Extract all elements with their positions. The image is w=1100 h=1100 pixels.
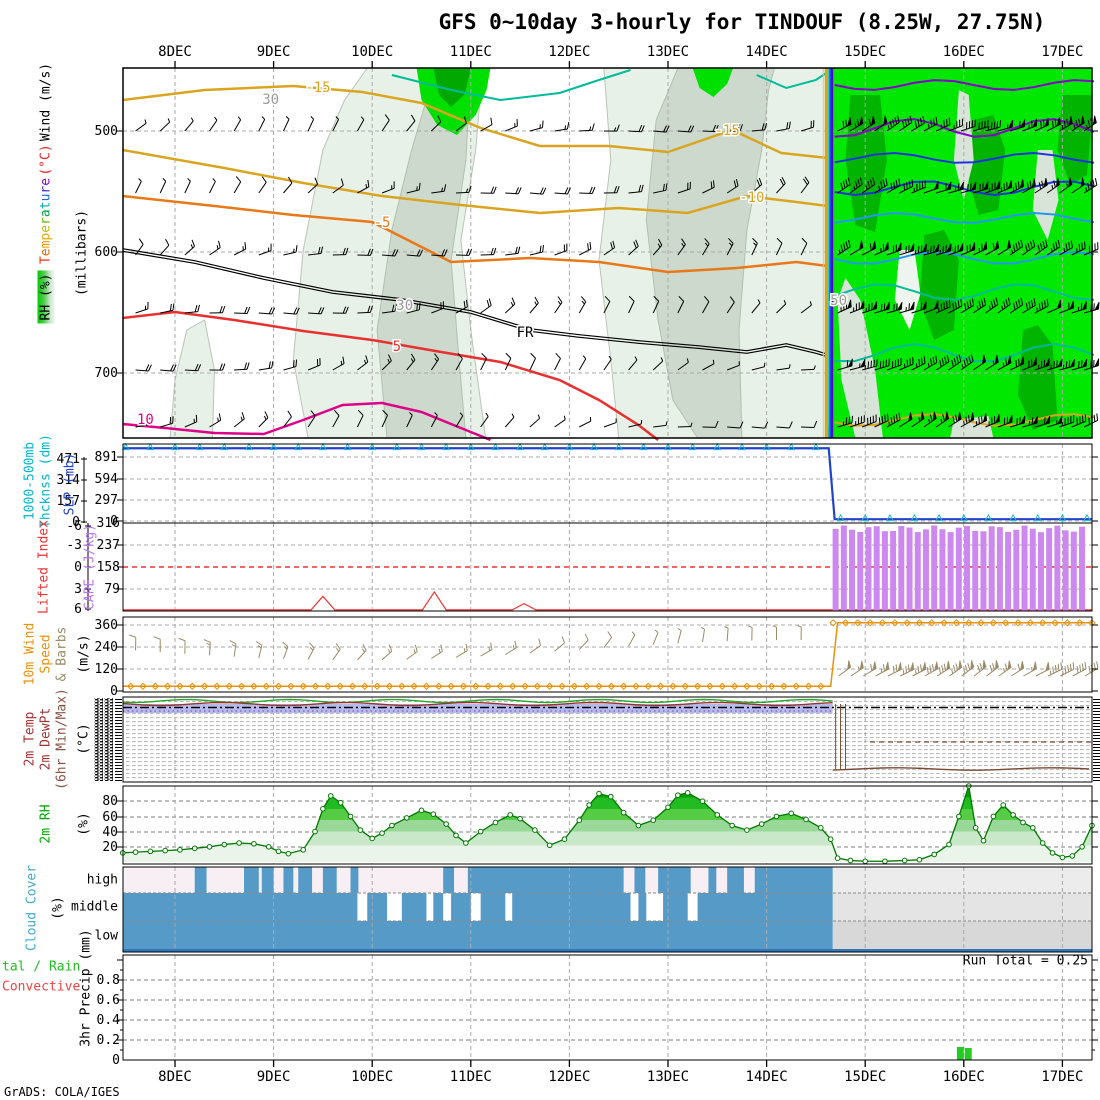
date-label: 15DEC [844,44,886,60]
tick-label: 60 [102,810,118,825]
tick-label: 0.2 [97,1033,120,1048]
tick-label: 240 [95,640,118,655]
date-label: 10DEC [351,44,393,60]
date-label: 13DEC [647,1069,689,1085]
tick-label: 316 [97,516,120,531]
date-label: 8DEC [158,44,192,60]
svg-text:5: 5 [393,339,401,355]
panel-li-cape [85,522,1098,612]
svg-text:-15: -15 [715,123,740,139]
svg-text:-15: -15 [305,80,330,96]
date-label: 12DEC [548,1069,590,1085]
date-label: 17DEC [1041,44,1083,60]
svg-text:10: 10 [137,412,154,428]
svg-text:50: 50 [830,293,847,309]
tick-label: 0 [72,515,80,530]
tick-label: 40 [102,825,118,840]
date-label: 14DEC [746,44,788,60]
date-label: 17DEC [1041,1069,1083,1085]
axis-tick-labels: 50060070089159429704713141570-6-30363162… [57,124,121,1068]
panel-precip [117,954,1098,1061]
date-axis-top: 8DEC 9DEC 10DEC 11DEC 12DEC 13DEC 14DEC 15DEC 16… [158,44,1083,68]
panel-slp [81,442,1098,524]
date-label: 11DEC [450,1069,492,1085]
date-label: 16DEC [943,1069,985,1085]
tick-label: 0.4 [97,1013,121,1028]
date-label: 12DEC [548,44,590,60]
tick-label: 500 [95,124,118,139]
date-label: 14DEC [746,1069,788,1085]
panel-wind10m [117,616,1099,693]
svg-text:30: 30 [396,298,413,314]
panel-upper-air: -15 -15 -10 -5 5 10 FR 30 30 50 [117,67,1100,442]
tick-label: 20 [102,840,118,855]
date-label: 8DEC [158,1069,192,1085]
tick-label: 600 [95,245,118,260]
panel-rh2m [117,783,1098,865]
tick-label: 594 [95,472,119,487]
date-label: 13DEC [647,44,689,60]
tick-label: 0.8 [97,973,120,988]
tick-label: 297 [95,493,118,508]
date-axis-bottom: 8DEC 9DEC 10DEC 11DEC 12DEC 13DEC 14DEC 15DEC 16… [158,1060,1083,1085]
tick-label: 158 [97,560,120,575]
date-label: 9DEC [257,1069,291,1085]
tick-label: 700 [95,366,118,381]
tick-label: 0 [112,1053,120,1068]
tick-label: 0 [110,514,118,529]
date-label: 10DEC [351,1069,393,1085]
panel-clouds [122,866,1093,953]
tick-label: -3 [66,538,82,553]
svg-text:-5: -5 [374,215,391,231]
tick-label: 360 [95,618,118,633]
svg-text:30: 30 [262,92,279,108]
date-label: 11DEC [450,44,492,60]
tick-label: 120 [95,662,118,677]
date-label: 16DEC [943,44,985,60]
svg-text:FR: FR [517,325,534,341]
tick-label: 891 [95,450,118,465]
tick-label: 3 [74,582,82,597]
tick-label: 237 [97,538,120,553]
date-label: 9DEC [257,44,291,60]
tick-label: 6 [74,602,82,617]
tick-label: 79 [104,582,120,597]
panel-temp2m [94,696,1100,783]
tick-label: -6 [66,519,82,534]
tick-label: 80 [102,794,118,809]
tick-label: 0.6 [97,993,120,1008]
tick-label: 157 [57,494,80,509]
tick-label: 471 [57,452,80,467]
svg-text:-10: -10 [739,190,764,206]
tick-label: 0 [74,560,82,575]
date-label: 15DEC [844,1069,886,1085]
tick-label: 0 [110,684,118,699]
tick-label: 314 [57,473,81,488]
